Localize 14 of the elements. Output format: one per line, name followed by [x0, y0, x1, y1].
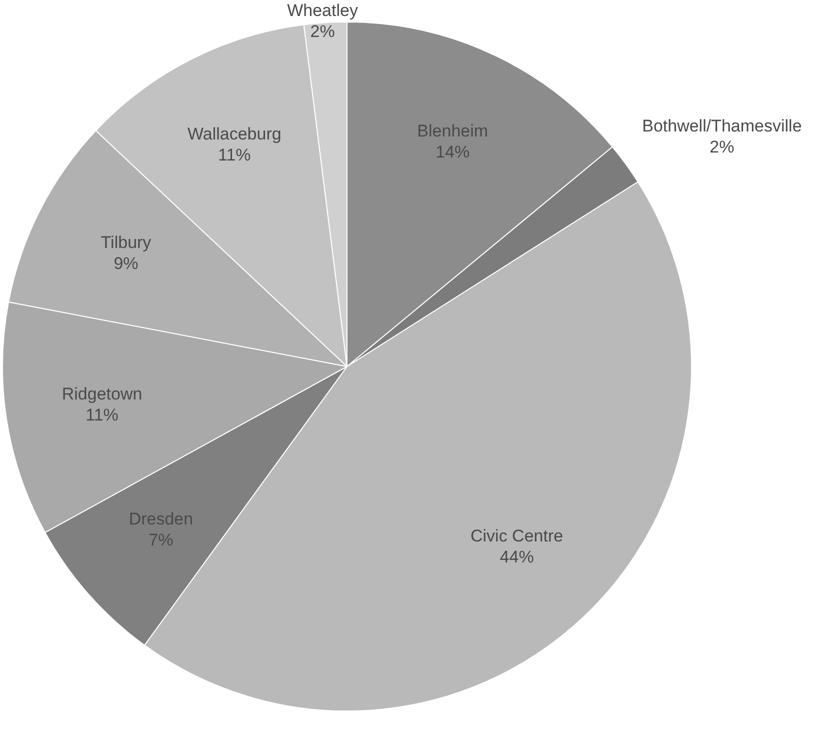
slice-label: Tilbury	[100, 233, 152, 252]
data-label: 9%	[114, 254, 138, 274]
slice-label: Ridgetown	[62, 384, 142, 404]
slice-label: Civic Centre	[470, 526, 564, 546]
data-label: 11%	[86, 405, 118, 424]
slice-label: Blenheim	[417, 121, 488, 140]
slice-label: Wallaceburg	[187, 124, 282, 144]
data-label: 2%	[310, 22, 335, 42]
data-label: 2%	[710, 138, 734, 157]
slice-label: Wheatley	[287, 1, 358, 20]
slice-label: Bothwell/Thamesville	[642, 116, 802, 136]
data-label: 44%	[500, 548, 534, 566]
data-label: 11%	[218, 146, 251, 165]
data-label: 14%	[436, 142, 470, 162]
